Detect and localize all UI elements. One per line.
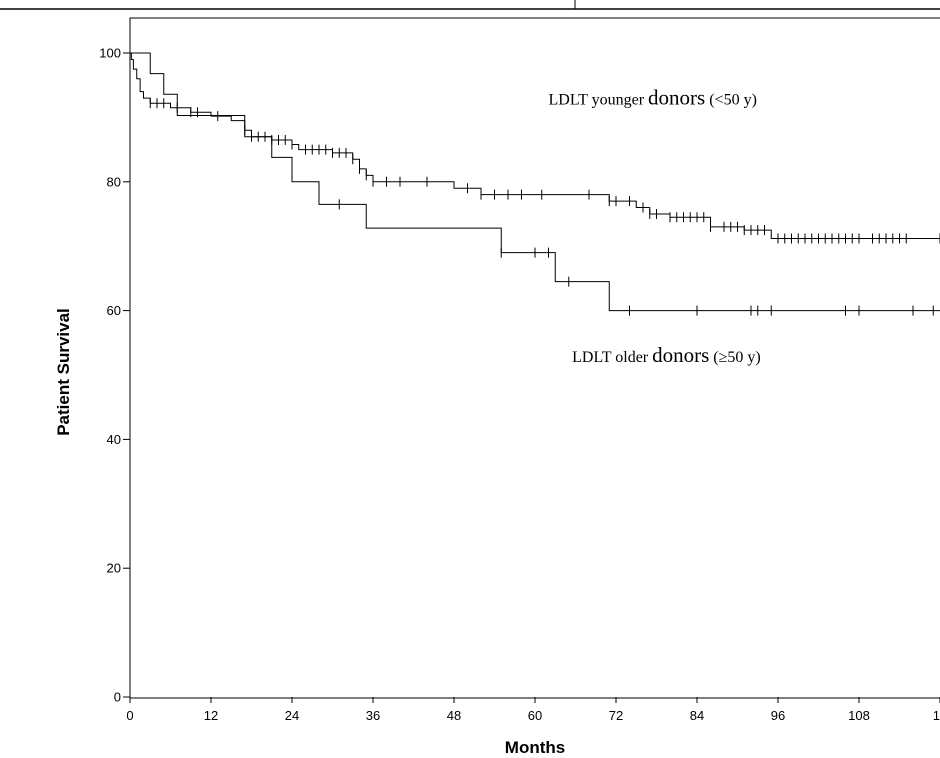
survival-curves	[130, 52, 940, 312]
survival-curve-younger	[130, 52, 940, 239]
x-tick-label: 12	[933, 708, 940, 723]
x-tick-label: 108	[848, 708, 870, 723]
x-tick-label: 60	[528, 708, 542, 723]
y-tick-label: 20	[107, 561, 121, 576]
curve-annotations: LDLT younger donors (<50 y) LDLT older do…	[549, 86, 761, 368]
y-tick-label: 0	[114, 690, 121, 705]
x-axis-label: Months	[505, 738, 565, 753]
y-tick-label: 40	[107, 432, 121, 447]
y-tick-label: 60	[107, 303, 121, 318]
axes: 0122436486072849610812020406080100	[99, 46, 940, 723]
x-tick-label: 0	[126, 708, 133, 723]
x-tick-label: 84	[690, 708, 704, 723]
censor-marks	[149, 98, 940, 316]
younger-label: LDLT younger donors (<50 y)	[549, 86, 757, 110]
x-tick-label: 72	[609, 708, 623, 723]
plot-frame	[129, 17, 940, 699]
x-tick-label: 36	[366, 708, 380, 723]
y-tick-label: 100	[99, 46, 121, 61]
y-axis-label: Patient Survival	[54, 308, 73, 436]
y-tick-label: 80	[107, 174, 121, 189]
x-tick-label: 12	[204, 708, 218, 723]
x-tick-label: 48	[447, 708, 461, 723]
older-label: LDLT older donors (≥50 y)	[572, 343, 761, 367]
x-tick-label: 24	[285, 708, 299, 723]
x-tick-label: 96	[771, 708, 785, 723]
survival-curve-older	[130, 52, 940, 312]
